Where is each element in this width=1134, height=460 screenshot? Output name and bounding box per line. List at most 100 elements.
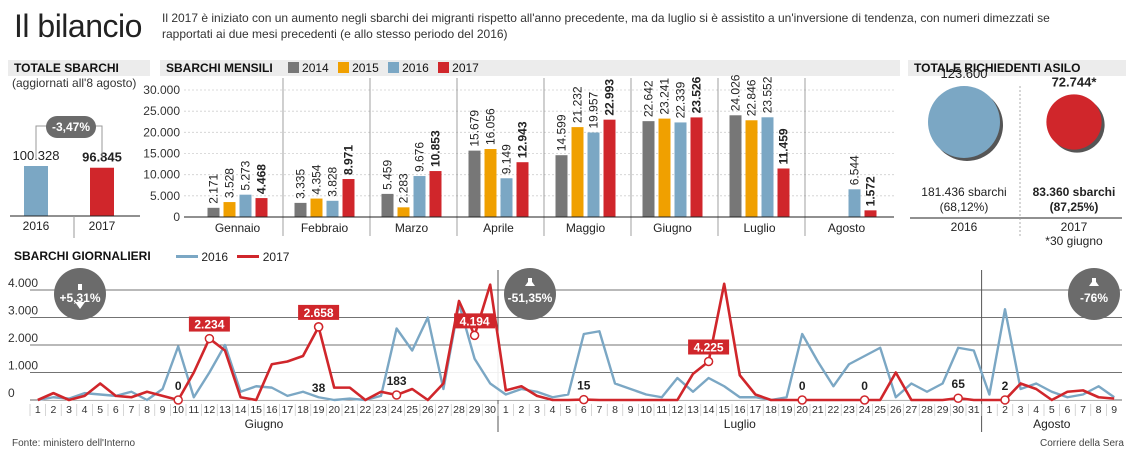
daily-xtick: 7 bbox=[596, 404, 602, 416]
page-title: Il bilancio bbox=[14, 8, 142, 44]
daily-xtick: 9 bbox=[1111, 404, 1117, 416]
mensili-value-label-2014: 14.599 bbox=[555, 114, 569, 151]
daily-area-2017 bbox=[37, 283, 1115, 400]
mensili-bar-2014 bbox=[381, 193, 394, 217]
mensili-value-label-2016: 9.676 bbox=[413, 142, 427, 172]
mensili-bar-2015 bbox=[484, 149, 497, 217]
daily-xtick: 3 bbox=[1018, 404, 1024, 416]
totale-year-2016: 2016 bbox=[23, 219, 50, 233]
totale-bar-2017 bbox=[90, 167, 114, 216]
asilo-sbarchi-2017: 83.360 sbarchi bbox=[1033, 185, 1116, 199]
asilo-circle-2017 bbox=[1046, 94, 1102, 150]
daily-xtick: 22 bbox=[828, 404, 840, 416]
mensili-value-label-2015: 4.354 bbox=[310, 164, 324, 194]
mensili-bar-2014 bbox=[729, 115, 742, 217]
mensili-bar-2016 bbox=[761, 117, 774, 217]
asilo-value-2017: 72.744* bbox=[1052, 74, 1098, 89]
daily-badge-luglio bbox=[504, 268, 556, 320]
mensili-ytick: 10.000 bbox=[143, 168, 180, 182]
daily-xtick: 2 bbox=[50, 404, 56, 416]
daily-xtick: 5 bbox=[97, 404, 103, 416]
daily-xtick: 23 bbox=[375, 404, 387, 416]
daily-xtick: 24 bbox=[859, 404, 871, 416]
daily-line-2016 bbox=[37, 302, 1115, 402]
mensili-category-label: Febbraio bbox=[301, 221, 349, 235]
legend-swatch-2014 bbox=[288, 62, 300, 73]
legend-swatch-2017 bbox=[438, 62, 450, 73]
daily-value-label: 4.194 bbox=[460, 314, 490, 328]
daily-xtick: 19 bbox=[781, 404, 793, 416]
mensili-value-label-2016: 19.957 bbox=[587, 91, 601, 128]
mensili-bar-2017 bbox=[516, 162, 529, 217]
mensili-bar-2017 bbox=[342, 179, 355, 217]
mensili-value-label-2014: 22.642 bbox=[642, 80, 656, 117]
daily-xtick: 3 bbox=[66, 404, 72, 416]
daily-xtick: 4 bbox=[82, 404, 88, 416]
daily-xtick: 5 bbox=[565, 404, 571, 416]
sbarchi-giornalieri-heading: SBARCHI GIORNALIERI bbox=[8, 248, 166, 264]
daily-label-box bbox=[454, 313, 496, 329]
daily-label-marker bbox=[859, 395, 870, 405]
daily-xtick: 7 bbox=[1080, 404, 1086, 416]
mensili-value-label-2017: 22.993 bbox=[603, 79, 617, 116]
mensili-ytick: 20.000 bbox=[143, 125, 180, 139]
mensili-value-label-2015: 3.528 bbox=[223, 168, 237, 198]
daily-xtick: 1 bbox=[35, 404, 41, 416]
daily-xtick: 14 bbox=[703, 404, 715, 416]
mensili-value-label-2015: 21.232 bbox=[571, 86, 585, 123]
mensili-value-label-2016: 6.544 bbox=[848, 155, 862, 185]
source-note: Fonte: ministero dell'Interno bbox=[12, 438, 136, 449]
daily-value-label: 2 bbox=[1002, 379, 1009, 393]
daily-ytick: 2.000 bbox=[8, 331, 38, 345]
daily-xtick: 9 bbox=[160, 404, 166, 416]
daily-month-label: Giugno bbox=[245, 417, 284, 431]
daily-legend: 2016 2017 bbox=[176, 250, 289, 264]
daily-xtick: 20 bbox=[328, 404, 340, 416]
daily-label-marker bbox=[173, 395, 183, 405]
daily-xtick: 12 bbox=[204, 404, 216, 416]
daily-xtick: 23 bbox=[843, 404, 855, 416]
legend-line-2017 bbox=[237, 255, 260, 258]
daily-ytick: 4.000 bbox=[8, 276, 38, 290]
daily-xtick: 16 bbox=[266, 404, 278, 416]
daily-xtick: 31 bbox=[968, 404, 980, 416]
mensili-value-label-2015: 23.241 bbox=[658, 78, 672, 115]
daily-xtick: 1 bbox=[986, 404, 992, 416]
daily-xtick: 10 bbox=[172, 404, 184, 416]
daily-value-label: 0 bbox=[175, 379, 182, 393]
mensili-value-label-2015: 22.846 bbox=[745, 79, 759, 116]
mensili-bar-2016 bbox=[848, 189, 861, 217]
mensili-bar-2016 bbox=[326, 200, 339, 217]
mensili-bar-2014 bbox=[642, 121, 655, 217]
daily-label-marker bbox=[391, 390, 402, 400]
daily-label-marker bbox=[953, 393, 963, 403]
mensili-ytick: 25.000 bbox=[143, 104, 180, 118]
asilo-year-2017: 2017 bbox=[1061, 220, 1088, 234]
daily-xtick: 6 bbox=[1064, 404, 1070, 416]
mensili-value-label-2017: 11.459 bbox=[777, 128, 791, 164]
daily-xtick: 21 bbox=[344, 404, 356, 416]
daily-value-label: 183 bbox=[387, 374, 407, 388]
daily-xtick: 28 bbox=[921, 404, 933, 416]
daily-value-label: 15 bbox=[577, 379, 591, 393]
daily-xtick: 24 bbox=[391, 404, 403, 416]
daily-label-marker bbox=[703, 356, 714, 367]
mensili-bar-2015 bbox=[745, 120, 758, 217]
mensili-value-label-2015: 2.283 bbox=[397, 173, 411, 203]
mensili-bar-2017 bbox=[690, 117, 703, 217]
totale-change-label: -3,47% bbox=[52, 120, 90, 134]
daily-xtick: 25 bbox=[874, 404, 886, 416]
daily-xtick: 5 bbox=[1049, 404, 1055, 416]
mensili-bar-2016 bbox=[239, 194, 252, 217]
legend-swatch-2016 bbox=[388, 62, 400, 73]
totale-change-badge bbox=[46, 116, 96, 138]
mensili-value-label-2014: 24.026 bbox=[729, 74, 743, 111]
mensili-bar-2015 bbox=[397, 207, 410, 217]
daily-xtick: 18 bbox=[297, 404, 309, 416]
mensili-value-label-2016: 5.273 bbox=[239, 160, 253, 190]
legend-2015: 2015 bbox=[338, 61, 379, 75]
daily-xtick: 3 bbox=[534, 404, 540, 416]
daily-xtick: 4 bbox=[550, 404, 556, 416]
totale-sbarchi-subheading: (aggiornati all'8 agosto) bbox=[12, 76, 137, 90]
daily-badge-giugno-label: +5,31% bbox=[59, 291, 100, 305]
